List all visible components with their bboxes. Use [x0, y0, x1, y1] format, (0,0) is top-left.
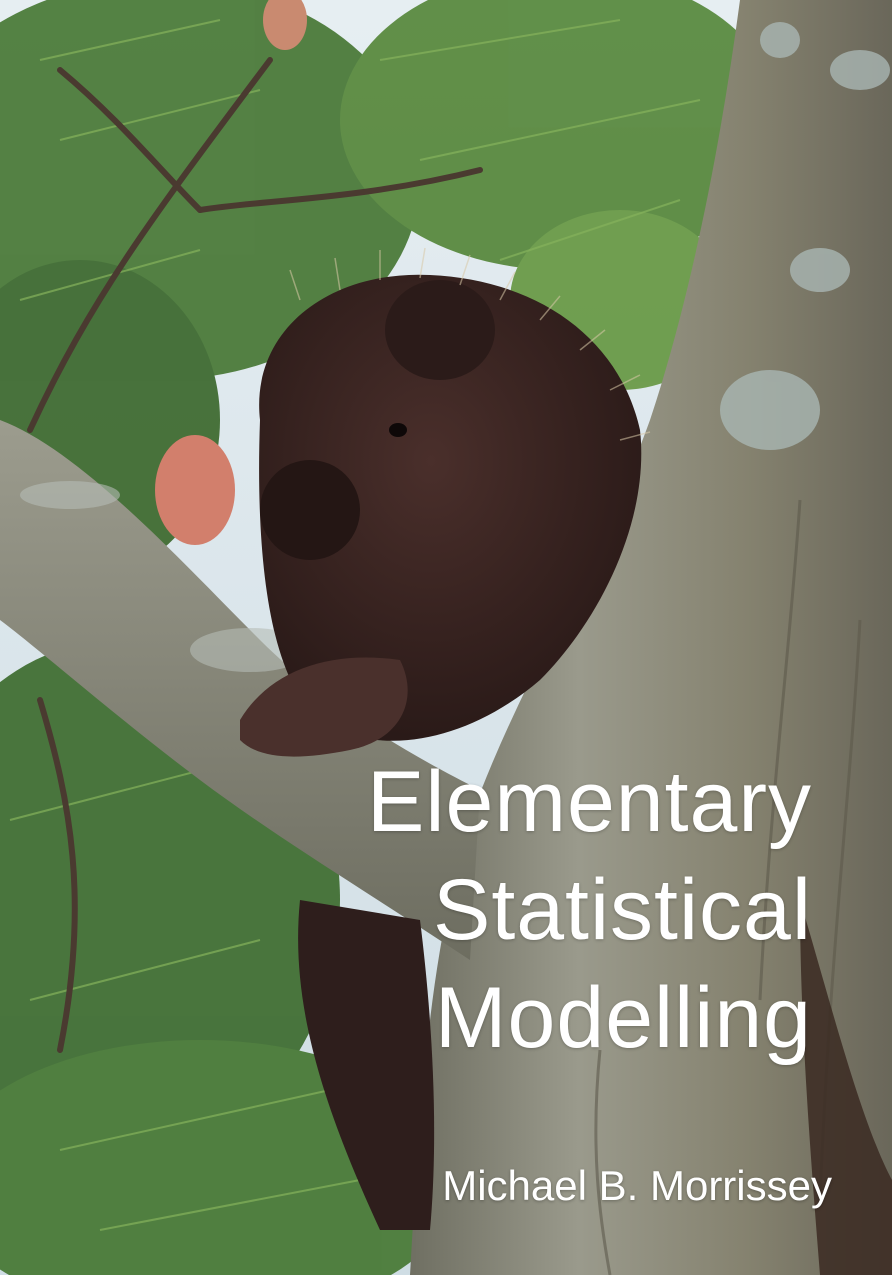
tree-trunk — [410, 0, 892, 1275]
porcupine — [240, 247, 892, 1275]
title-line-2: Statistical — [432, 862, 812, 958]
tree-branch — [0, 420, 480, 960]
book-title: Elementary Statistical Modelling — [367, 748, 812, 1072]
title-line-3: Modelling — [434, 970, 812, 1066]
pine-catkin — [155, 435, 235, 545]
author-name: Michael B. Morrissey — [442, 1162, 832, 1209]
title-line-1: Elementary — [367, 754, 812, 850]
